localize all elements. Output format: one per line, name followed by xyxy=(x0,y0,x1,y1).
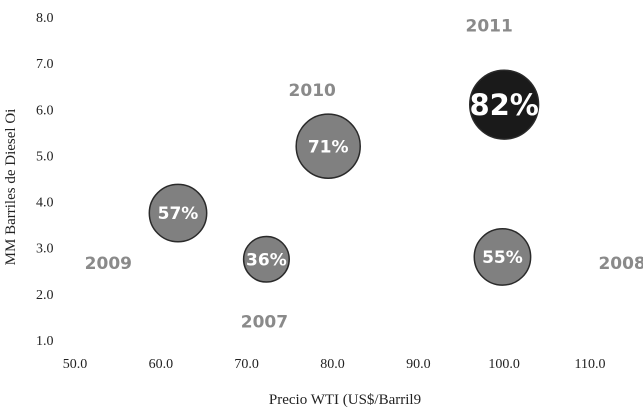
bubble-2007 xyxy=(242,235,290,283)
bubble-value-label: 71% xyxy=(308,137,349,157)
x-tick-label: 60.0 xyxy=(149,357,174,372)
y-tick-label: 1.0 xyxy=(36,334,54,349)
year-label-2010: 2010 xyxy=(289,81,336,101)
year-labels: 2007 2008 2009 2010 2011 xyxy=(85,17,643,333)
y-axis-title: MM Barriles de Diesel Oi xyxy=(3,109,19,266)
x-tick-label: 80.0 xyxy=(320,357,345,372)
y-axis-ticks: 1.0 2.0 3.0 4.0 5.0 6.0 7.0 8.0 xyxy=(36,11,54,349)
y-tick-label: 3.0 xyxy=(36,242,54,257)
bubbles: 36% 55% 57% 71% 82% xyxy=(148,69,540,286)
y-tick-label: 2.0 xyxy=(36,288,54,303)
x-tick-label: 100.0 xyxy=(488,357,520,372)
bubble-value-label: 82% xyxy=(469,88,538,122)
year-label-2009: 2009 xyxy=(85,254,132,274)
x-axis-title: Precio WTI (US$/Barril9 xyxy=(269,392,421,408)
y-tick-label: 7.0 xyxy=(36,57,54,72)
x-tick-label: 110.0 xyxy=(575,357,606,372)
y-tick-label: 8.0 xyxy=(36,11,54,26)
year-label-2011: 2011 xyxy=(466,17,513,37)
bubble-2011 xyxy=(469,69,540,140)
bubble-2010 xyxy=(295,113,361,179)
y-tick-label: 6.0 xyxy=(36,103,54,118)
year-label-2007: 2007 xyxy=(241,312,288,332)
x-tick-label: 50.0 xyxy=(63,357,88,372)
y-tick-label: 4.0 xyxy=(36,196,54,211)
bubble-2008 xyxy=(473,228,532,286)
bubble-value-label: 55% xyxy=(482,248,523,268)
x-axis-ticks: 50.0 60.0 70.0 80.0 90.0 100.0 110.0 xyxy=(63,357,606,372)
bubble-2009 xyxy=(148,183,208,243)
year-label-2008: 2008 xyxy=(598,254,643,274)
y-tick-label: 5.0 xyxy=(36,149,54,164)
bubble-value-label: 36% xyxy=(246,250,287,270)
bubble-value-label: 57% xyxy=(158,204,199,224)
x-tick-label: 70.0 xyxy=(234,357,259,372)
x-tick-label: 90.0 xyxy=(406,357,431,372)
